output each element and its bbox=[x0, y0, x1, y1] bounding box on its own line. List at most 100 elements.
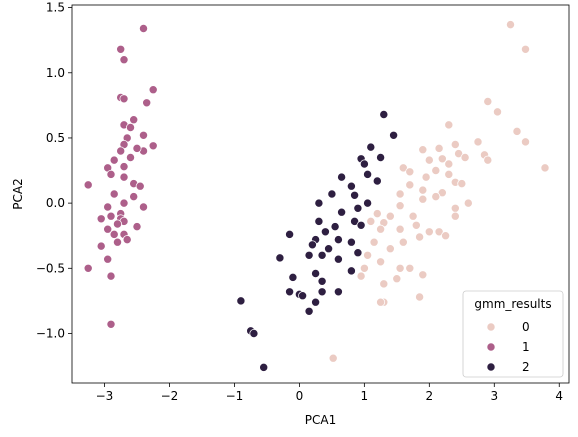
data-point bbox=[359, 263, 369, 273]
data-point bbox=[418, 145, 428, 155]
data-point bbox=[259, 362, 269, 372]
data-point bbox=[304, 306, 314, 316]
data-point bbox=[249, 329, 259, 338]
data-point bbox=[460, 153, 470, 162]
data-point bbox=[473, 137, 483, 147]
y-tick-label: −1.0 bbox=[36, 326, 65, 340]
data-point bbox=[506, 20, 515, 30]
data-point bbox=[119, 55, 129, 65]
legend-marker bbox=[486, 362, 496, 372]
data-point bbox=[324, 244, 334, 254]
data-point bbox=[106, 319, 116, 329]
data-point bbox=[311, 269, 321, 278]
data-point bbox=[314, 216, 324, 226]
data-point bbox=[450, 140, 460, 149]
data-point bbox=[372, 176, 382, 186]
data-point bbox=[142, 98, 152, 108]
data-point bbox=[337, 207, 347, 217]
data-point bbox=[437, 188, 447, 198]
data-point bbox=[376, 153, 386, 162]
data-point bbox=[129, 115, 139, 125]
data-point bbox=[106, 211, 116, 221]
data-point bbox=[129, 192, 139, 202]
data-point bbox=[126, 123, 135, 132]
data-point bbox=[405, 180, 415, 190]
y-tick-label: −0.5 bbox=[36, 261, 65, 275]
data-point bbox=[333, 254, 343, 264]
data-point bbox=[119, 198, 129, 208]
data-point bbox=[405, 167, 415, 177]
data-point bbox=[317, 276, 327, 286]
data-point bbox=[320, 227, 330, 237]
data-point bbox=[372, 209, 382, 219]
data-point bbox=[96, 241, 106, 251]
data-point bbox=[376, 257, 386, 267]
data-point bbox=[376, 224, 386, 234]
data-point bbox=[285, 229, 295, 239]
data-point bbox=[96, 214, 106, 224]
data-point bbox=[139, 130, 148, 140]
data-point bbox=[424, 155, 434, 165]
data-point bbox=[512, 126, 522, 136]
data-point bbox=[139, 202, 148, 212]
data-point bbox=[132, 143, 142, 153]
data-point bbox=[418, 270, 428, 280]
data-point bbox=[540, 163, 550, 173]
data-point bbox=[363, 250, 373, 260]
data-point bbox=[317, 250, 327, 260]
x-axis-label: PCA1 bbox=[305, 413, 336, 427]
data-point bbox=[444, 169, 454, 179]
data-point bbox=[109, 229, 119, 239]
data-point bbox=[395, 224, 405, 234]
data-point bbox=[385, 211, 395, 221]
data-point bbox=[437, 154, 447, 164]
data-point bbox=[119, 162, 129, 172]
data-point bbox=[116, 44, 126, 54]
data-point bbox=[275, 253, 285, 263]
data-point bbox=[444, 159, 454, 169]
data-point bbox=[314, 198, 324, 208]
data-point bbox=[139, 24, 148, 33]
data-point bbox=[415, 232, 425, 242]
data-point bbox=[450, 211, 460, 221]
data-point bbox=[366, 216, 376, 226]
data-point bbox=[444, 120, 454, 130]
data-point bbox=[454, 149, 464, 159]
data-point bbox=[103, 224, 113, 234]
data-point bbox=[353, 203, 363, 213]
data-point bbox=[113, 237, 122, 247]
data-point bbox=[148, 85, 158, 95]
data-point bbox=[330, 222, 340, 232]
legend-marker bbox=[486, 342, 496, 352]
data-point bbox=[317, 287, 327, 297]
data-point bbox=[116, 146, 126, 156]
x-axis: −3 −2 −1 0 1 2 3 4 bbox=[96, 383, 563, 403]
data-point bbox=[148, 141, 158, 151]
data-point bbox=[83, 180, 93, 190]
data-point bbox=[379, 110, 389, 119]
data-point bbox=[431, 192, 441, 202]
data-point bbox=[307, 240, 317, 250]
data-point bbox=[356, 271, 366, 281]
legend: gmm_results 0 1 2 bbox=[462, 290, 564, 378]
x-tick-label: 2 bbox=[425, 389, 433, 403]
y-axis-label: PCA2 bbox=[11, 178, 25, 209]
data-point bbox=[327, 189, 337, 199]
data-point bbox=[132, 222, 142, 232]
data-point bbox=[366, 142, 376, 152]
data-point bbox=[418, 185, 428, 195]
data-point bbox=[395, 263, 405, 273]
data-point bbox=[328, 353, 338, 363]
y-tick-label: 0.0 bbox=[46, 196, 65, 210]
data-point bbox=[122, 235, 132, 245]
data-point bbox=[346, 237, 356, 247]
x-tick-label: −3 bbox=[96, 389, 114, 403]
data-point bbox=[83, 263, 93, 273]
data-point bbox=[389, 130, 399, 140]
data-point bbox=[363, 169, 373, 179]
data-point bbox=[288, 272, 298, 282]
data-point bbox=[415, 292, 425, 302]
data-point bbox=[298, 291, 308, 301]
y-tick-label: 1.5 bbox=[46, 1, 65, 15]
